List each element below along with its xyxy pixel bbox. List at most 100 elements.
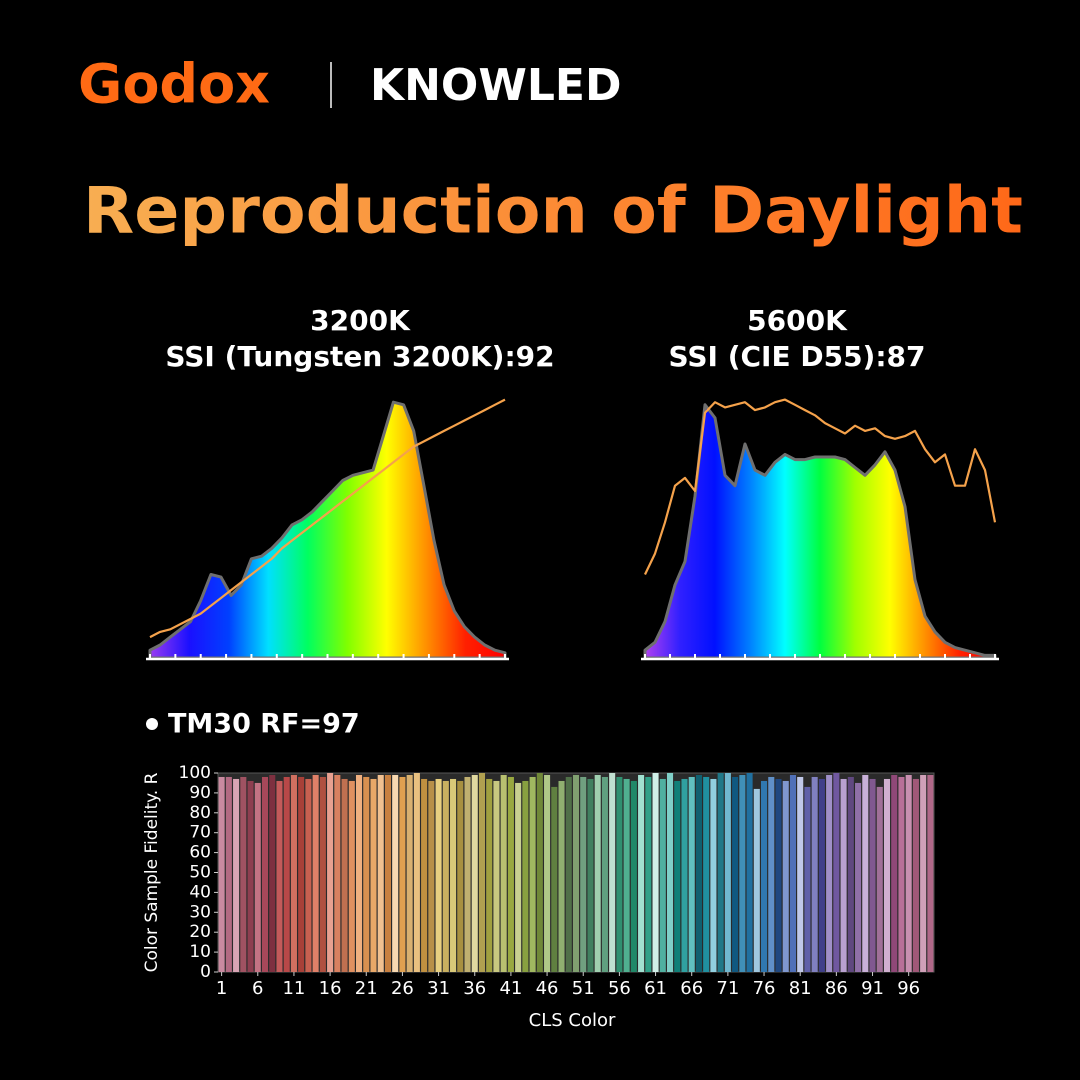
bar: [869, 778, 876, 972]
bar: [312, 774, 319, 972]
bar: [551, 786, 558, 972]
bar: [428, 780, 435, 972]
x-tick-label: 46: [536, 978, 559, 999]
bar: [478, 773, 486, 972]
bar: [327, 773, 334, 972]
bar: [782, 780, 789, 972]
bar: [710, 778, 717, 972]
bar: [377, 774, 384, 972]
bar: [630, 780, 637, 972]
bar: [601, 776, 608, 972]
bar: [724, 773, 731, 972]
bar: [298, 776, 305, 972]
bar: [753, 788, 760, 972]
chart-subtitle: SSI (CIE D55):87: [668, 340, 925, 373]
bar: [695, 774, 702, 972]
bar: [544, 774, 551, 972]
bar: [818, 778, 825, 972]
bar: [840, 778, 847, 972]
bar: [833, 773, 840, 972]
bar: [290, 774, 297, 972]
bar: [536, 773, 543, 972]
reference-line: [149, 398, 506, 639]
bar: [384, 774, 391, 972]
bar: [558, 780, 565, 972]
bar: [261, 776, 269, 972]
bar: [254, 782, 261, 972]
y-tick-label: 10: [189, 942, 211, 962]
y-axis-label: Color Sample Fidelity. R: [142, 772, 162, 972]
bar: [341, 778, 348, 972]
bar: [666, 773, 674, 972]
bar: [500, 774, 507, 972]
chart-title: 3200K: [310, 304, 411, 337]
bar: [283, 776, 290, 972]
y-tick-label: 60: [189, 843, 211, 863]
x-tick-label: 91: [861, 978, 884, 999]
bar: [746, 773, 753, 972]
spectrum-area: [148, 400, 507, 660]
bar: [688, 776, 695, 972]
bar: [797, 776, 804, 972]
bar: [363, 776, 370, 972]
bar: [305, 778, 312, 972]
bar: [674, 780, 681, 972]
bar: [269, 774, 276, 972]
x-tick-label: 86: [825, 978, 848, 999]
bar: [233, 778, 240, 972]
x-tick-label: 11: [282, 978, 305, 999]
product-logo: KNOWLED: [370, 60, 621, 111]
bar: [225, 776, 232, 972]
bar: [855, 782, 862, 972]
bar: [768, 776, 775, 972]
x-tick-label: 71: [716, 978, 739, 999]
bar: [761, 780, 768, 972]
bar: [912, 778, 919, 972]
bar: [883, 778, 891, 972]
bar: [334, 774, 341, 972]
bar: [659, 778, 666, 972]
bar: [450, 778, 457, 972]
bar: [247, 780, 254, 972]
bar: [522, 780, 529, 972]
y-tick-label: 30: [189, 902, 211, 922]
bar: [529, 776, 536, 972]
bar: [348, 780, 355, 972]
bar: [826, 774, 833, 972]
y-tick-label: 0: [200, 962, 211, 982]
bar: [717, 773, 724, 972]
chart-subtitle: SSI (Tungsten 3200K):92: [165, 340, 554, 373]
bar: [847, 776, 854, 972]
x-tick-label: 31: [427, 978, 450, 999]
bar: [413, 773, 420, 972]
bar: [240, 776, 247, 972]
bar: [920, 774, 927, 972]
main-title: Reproduction of Daylight: [83, 175, 1023, 249]
bar: [681, 778, 688, 972]
x-tick-label: 1: [216, 978, 227, 999]
y-tick-label: 50: [189, 863, 211, 883]
reference-line: [644, 398, 997, 575]
bar: [638, 774, 645, 972]
chart-title: TM30 RF=97: [168, 709, 360, 740]
bar: [355, 774, 363, 972]
bar: [905, 774, 912, 972]
bar: [464, 776, 471, 972]
bar: [493, 780, 500, 972]
x-tick-label: 6: [252, 978, 263, 999]
bar: [623, 778, 630, 972]
x-tick-label: 26: [391, 978, 414, 999]
bar: [486, 778, 493, 972]
bar: [645, 776, 652, 972]
bar: [370, 778, 377, 972]
x-tick-label: 96: [897, 978, 920, 999]
bar: [435, 778, 442, 972]
bar: [616, 776, 623, 972]
brand-logo: Godox: [78, 53, 270, 116]
bar: [703, 776, 710, 972]
x-tick-label: 76: [753, 978, 776, 999]
bar: [319, 776, 326, 972]
bar: [587, 778, 594, 972]
